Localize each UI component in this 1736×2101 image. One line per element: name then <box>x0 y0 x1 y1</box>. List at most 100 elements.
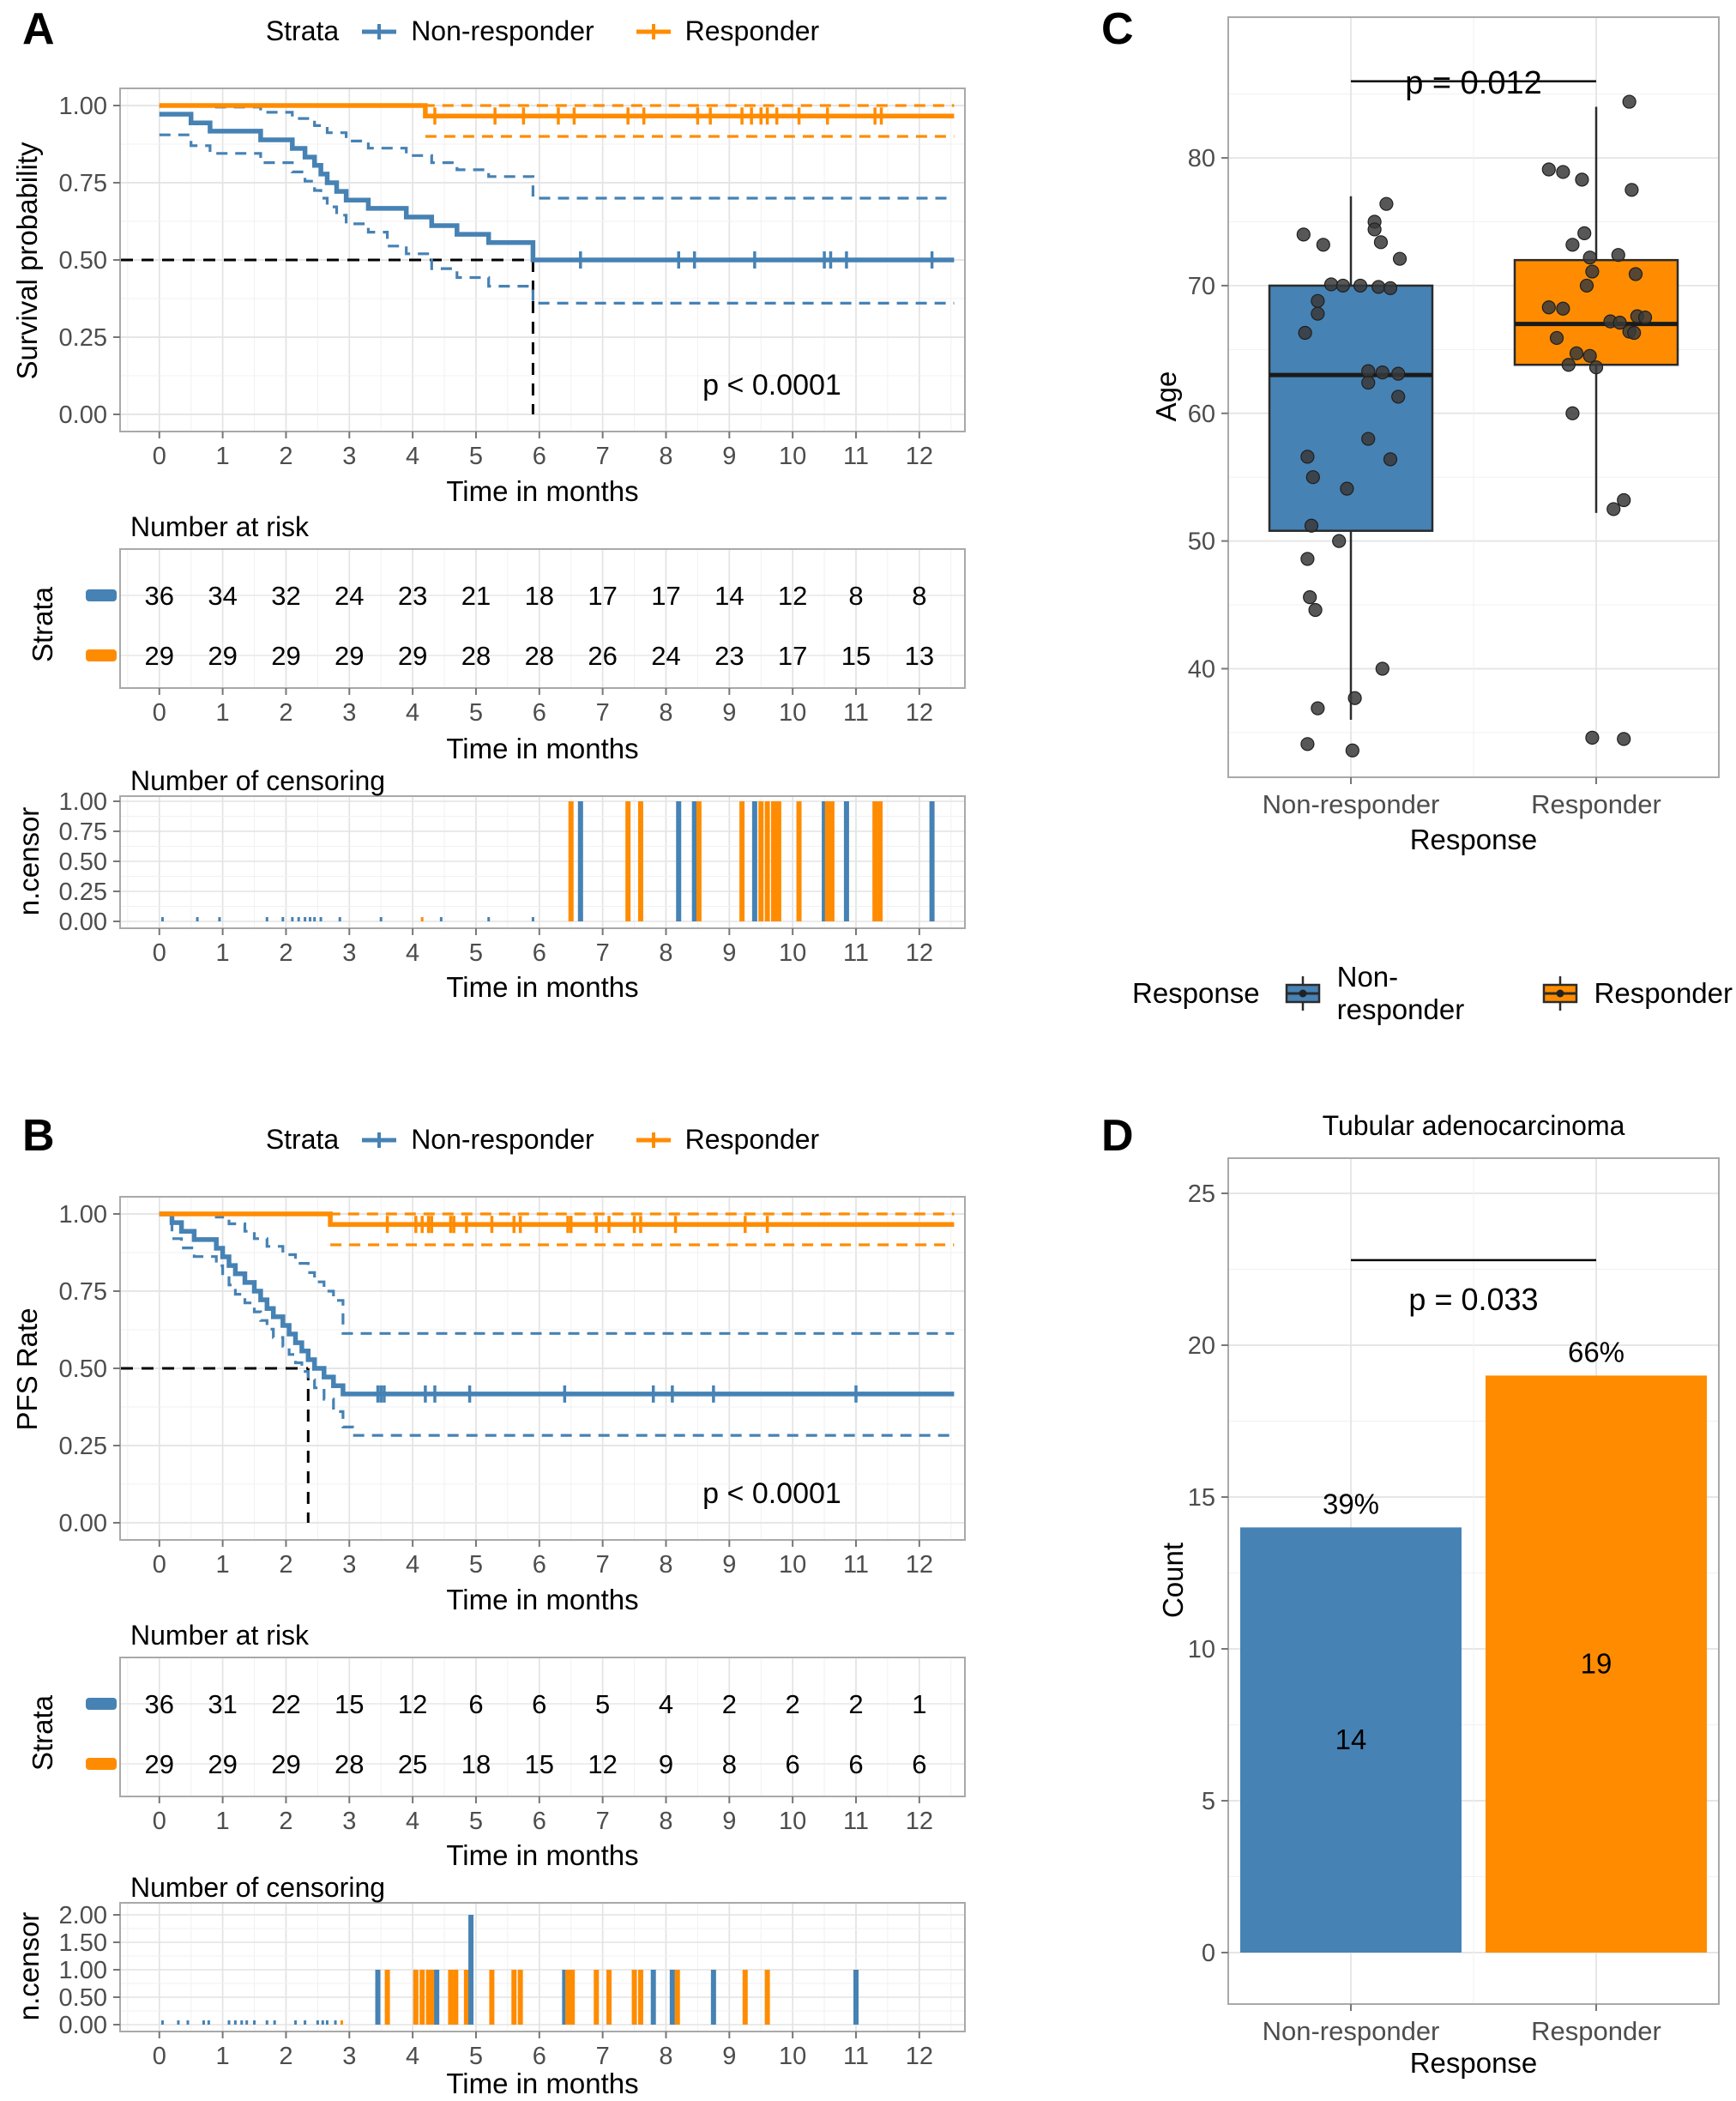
svg-text:29: 29 <box>271 641 300 671</box>
risk-table-title-a: Number at risk <box>130 511 310 542</box>
svg-text:8: 8 <box>912 581 926 611</box>
svg-text:29: 29 <box>145 1749 174 1779</box>
svg-text:32: 32 <box>271 581 300 611</box>
svg-text:9: 9 <box>722 443 736 470</box>
svg-text:6: 6 <box>912 1749 926 1779</box>
svg-text:3: 3 <box>342 1808 356 1835</box>
svg-text:5: 5 <box>469 699 483 727</box>
svg-text:12: 12 <box>778 581 807 611</box>
svg-text:11: 11 <box>843 1808 869 1835</box>
pvalue-d: p = 0.033 <box>1408 1282 1539 1317</box>
svg-text:36: 36 <box>145 1689 174 1719</box>
svg-text:0.75: 0.75 <box>59 818 107 846</box>
svg-text:26: 26 <box>588 641 617 671</box>
svg-text:5: 5 <box>469 939 483 967</box>
svg-text:Non-responder: Non-responder <box>1263 789 1440 819</box>
svg-text:2: 2 <box>279 443 292 470</box>
svg-text:0: 0 <box>153 1551 166 1579</box>
svg-text:70: 70 <box>1188 273 1215 300</box>
svg-text:1: 1 <box>912 1689 926 1719</box>
svg-text:15: 15 <box>841 641 871 671</box>
svg-text:15: 15 <box>335 1689 364 1719</box>
svg-text:5: 5 <box>1202 1788 1215 1815</box>
count-axis-label: Count <box>1157 1542 1189 1619</box>
svg-text:0.50: 0.50 <box>59 848 107 876</box>
svg-text:Non-responder: Non-responder <box>1263 2016 1440 2046</box>
censor-plot-title-b: Number of censoring <box>130 1872 386 1903</box>
strata-axis-label-a: Strata <box>27 586 58 663</box>
svg-text:1.50: 1.50 <box>59 1929 107 1957</box>
svg-text:6: 6 <box>533 939 546 967</box>
ncensor-axis-label-a: n.censor <box>13 806 45 916</box>
svg-text:10: 10 <box>779 2043 806 2070</box>
legend-title: Strata <box>265 15 340 46</box>
svg-text:14: 14 <box>714 581 744 611</box>
svg-text:28: 28 <box>461 641 491 671</box>
svg-text:25: 25 <box>398 1749 427 1779</box>
svg-text:1.00: 1.00 <box>59 788 107 816</box>
svg-text:10: 10 <box>779 1808 806 1835</box>
svg-text:29: 29 <box>208 1749 237 1779</box>
svg-text:7: 7 <box>596 699 610 727</box>
time-axis-label-a-risk: Time in months <box>446 733 639 764</box>
non-responder-key-icon <box>359 20 399 44</box>
svg-text:12: 12 <box>906 2043 933 2070</box>
svg-text:9: 9 <box>722 1808 736 1835</box>
ncensor-axis-label-b: n.censor <box>13 1911 45 2021</box>
svg-text:3: 3 <box>342 1551 356 1579</box>
svg-text:2: 2 <box>279 2043 292 2070</box>
svg-text:12: 12 <box>906 443 933 470</box>
svg-text:3: 3 <box>342 2043 356 2070</box>
svg-text:2: 2 <box>786 1689 800 1719</box>
svg-text:4: 4 <box>406 1808 419 1835</box>
svg-text:25: 25 <box>1188 1180 1215 1208</box>
svg-text:7: 7 <box>596 1551 610 1579</box>
svg-text:8: 8 <box>722 1749 737 1779</box>
svg-text:1.00: 1.00 <box>59 93 107 120</box>
svg-text:6: 6 <box>786 1749 800 1779</box>
svg-text:29: 29 <box>208 641 237 671</box>
svg-text:8: 8 <box>848 581 863 611</box>
svg-text:0.25: 0.25 <box>59 324 107 352</box>
svg-text:2: 2 <box>722 1689 737 1719</box>
svg-text:6: 6 <box>533 443 546 470</box>
svg-text:1: 1 <box>216 2043 230 2070</box>
svg-text:7: 7 <box>596 443 610 470</box>
svg-text:21: 21 <box>461 581 491 611</box>
svg-text:19: 19 <box>1581 1648 1612 1680</box>
svg-text:0.50: 0.50 <box>59 247 107 275</box>
svg-text:0: 0 <box>153 939 166 967</box>
non-responder-key-label: Non-responder <box>411 1124 594 1155</box>
svg-text:11: 11 <box>843 939 869 967</box>
svg-text:0.00: 0.00 <box>59 401 107 429</box>
pvalue-a: p < 0.0001 <box>702 369 841 401</box>
svg-text:0.25: 0.25 <box>59 878 107 906</box>
svg-text:0: 0 <box>1202 1940 1215 1967</box>
non-responder-key-icon <box>359 1128 399 1152</box>
svg-text:6: 6 <box>533 1551 546 1579</box>
svg-text:8: 8 <box>659 699 672 727</box>
svg-text:12: 12 <box>906 939 933 967</box>
svg-text:4: 4 <box>659 1689 673 1719</box>
svg-text:20: 20 <box>1188 1332 1215 1360</box>
panel-a-legend: Strata Non-responder Responder <box>120 15 965 47</box>
svg-text:0: 0 <box>153 1808 166 1835</box>
svg-text:6: 6 <box>532 1689 546 1719</box>
time-axis-label-b-risk: Time in months <box>446 1839 639 1871</box>
svg-text:1: 1 <box>216 443 230 470</box>
svg-text:8: 8 <box>659 939 672 967</box>
non-responder-boxplot-key-icon <box>1281 974 1325 1013</box>
svg-text:17: 17 <box>588 581 617 611</box>
legend-title: Strata <box>265 1124 340 1155</box>
svg-text:22: 22 <box>271 1689 300 1719</box>
svg-text:12: 12 <box>906 699 933 727</box>
svg-text:7: 7 <box>596 2043 610 2070</box>
svg-text:10: 10 <box>779 699 806 727</box>
svg-text:28: 28 <box>525 641 554 671</box>
svg-text:66%: 66% <box>1568 1336 1624 1367</box>
svg-text:0.50: 0.50 <box>59 1984 107 2012</box>
svg-text:7: 7 <box>596 939 610 967</box>
svg-text:5: 5 <box>469 2043 483 2070</box>
svg-text:6: 6 <box>533 2043 546 2070</box>
